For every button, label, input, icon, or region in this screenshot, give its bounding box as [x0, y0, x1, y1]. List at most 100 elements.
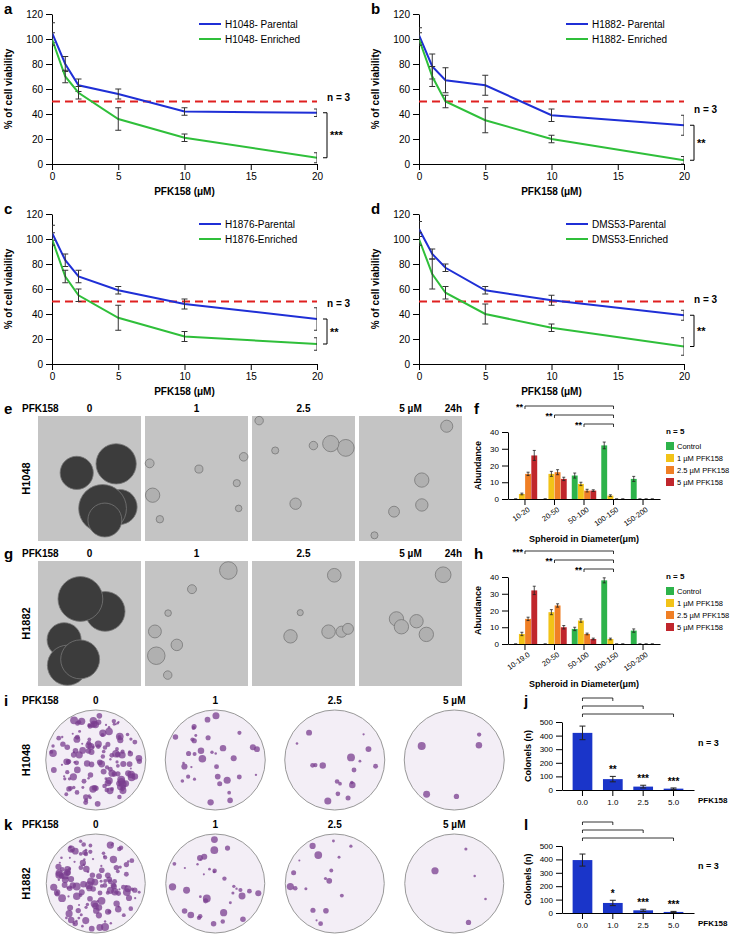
error-bar	[549, 324, 555, 332]
spheroid	[322, 625, 336, 639]
tick: 15	[613, 364, 625, 382]
tick-mark	[673, 913, 674, 919]
tick-mark	[556, 763, 562, 764]
legend: H1048- ParentalH1048- Enriched	[199, 19, 300, 45]
colony	[95, 801, 101, 807]
spheroid	[323, 435, 339, 451]
micrograph	[359, 416, 462, 541]
treatment-label: PFK158	[22, 819, 59, 830]
colony	[67, 895, 69, 897]
colony	[107, 787, 114, 794]
colony	[84, 760, 90, 766]
n-label: n = 3	[694, 294, 718, 305]
colony	[116, 733, 124, 741]
chart-panel: 05101520020406080100120H1048- ParentalH1…	[3, 0, 351, 197]
tick-label: 80	[399, 59, 411, 70]
tick-mark	[413, 39, 419, 40]
colony	[192, 726, 196, 730]
bar	[643, 644, 649, 645]
colony	[117, 847, 122, 852]
tick-mark	[413, 164, 419, 165]
error-bar	[550, 471, 553, 476]
cell-line-label: H1048	[20, 744, 32, 776]
n-label: n = 3	[698, 861, 719, 871]
plate	[46, 710, 146, 810]
tick-mark	[46, 314, 52, 315]
colony	[56, 736, 61, 741]
significance-bracket	[582, 706, 643, 709]
error-bar	[482, 304, 488, 324]
significance-bracket	[582, 714, 673, 717]
tick-mark	[413, 339, 419, 340]
tick: 100	[393, 234, 419, 245]
tick: 100	[393, 34, 419, 45]
tick-mark	[413, 214, 419, 215]
colony	[70, 716, 78, 724]
spheroid	[441, 420, 453, 432]
tick: 5	[116, 364, 122, 382]
colony	[181, 763, 187, 769]
micrograph	[359, 561, 462, 686]
colony	[349, 845, 352, 848]
tick-label: 0.0	[577, 921, 589, 930]
tick-label: 20-50	[540, 650, 561, 668]
colony	[103, 879, 107, 883]
significance-bracket	[584, 424, 614, 427]
tick: 120	[26, 209, 52, 220]
spheroid	[88, 503, 122, 537]
colony	[373, 764, 378, 769]
colony	[84, 798, 88, 802]
significance-label: **	[545, 556, 553, 566]
bar	[620, 499, 626, 500]
colony	[117, 721, 119, 723]
tick-mark	[552, 364, 553, 370]
bar	[649, 644, 655, 645]
error-bar	[544, 499, 547, 500]
error-bar	[115, 305, 121, 330]
plate	[285, 710, 385, 810]
bar	[637, 644, 643, 645]
colony	[63, 777, 66, 780]
colony	[231, 892, 234, 895]
spheroid	[148, 647, 166, 665]
tick-mark	[684, 164, 685, 170]
threshold-line	[419, 101, 684, 103]
colony	[181, 779, 185, 783]
tick-label: 5	[483, 371, 489, 382]
tick-mark	[556, 859, 562, 860]
series-line	[419, 229, 684, 315]
colony	[55, 864, 61, 870]
colony	[64, 866, 71, 873]
tick: 0	[417, 164, 423, 182]
tick-mark	[46, 139, 52, 140]
tick-mark	[556, 846, 562, 847]
tick-mark	[118, 164, 119, 170]
colony	[100, 865, 102, 867]
colony	[183, 887, 190, 894]
plot-area	[514, 442, 654, 499]
error-bar	[632, 629, 635, 632]
dose-label: 1	[212, 819, 218, 830]
tick: 60	[32, 284, 52, 295]
plate	[165, 710, 265, 810]
bar	[578, 621, 584, 644]
spheroid	[389, 506, 400, 517]
tick-label: 40	[490, 573, 499, 582]
colony	[105, 872, 111, 878]
tick: 15	[613, 164, 625, 182]
colony	[338, 856, 341, 859]
tick: 0.0	[577, 913, 589, 930]
tick: 10	[179, 164, 191, 182]
error-bar	[443, 95, 449, 108]
image-panel: PFK158H1048012.55 µMi	[4, 692, 504, 810]
tick-mark	[46, 39, 52, 40]
panel-label: c	[4, 200, 12, 217]
error-bar	[640, 909, 646, 911]
colony	[310, 763, 315, 768]
colony	[199, 755, 207, 763]
error-bar	[549, 109, 555, 122]
tick: 80	[32, 259, 52, 270]
tick: 100	[540, 896, 562, 905]
bar	[561, 479, 567, 499]
colony	[128, 750, 131, 753]
